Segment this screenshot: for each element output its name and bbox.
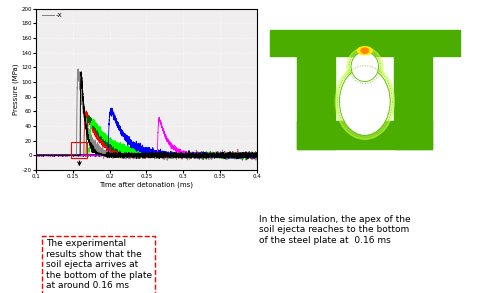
Ellipse shape xyxy=(335,64,395,139)
Ellipse shape xyxy=(339,68,390,135)
Text: In the simulation, the apex of the
soil ejecta reaches to the bottom
of the stee: In the simulation, the apex of the soil … xyxy=(259,215,411,245)
Ellipse shape xyxy=(347,48,383,86)
Bar xyxy=(297,121,432,149)
X-axis label: Time after detonation (ms): Time after detonation (ms) xyxy=(99,182,193,188)
Bar xyxy=(395,56,432,149)
Y-axis label: Pressure (MPa): Pressure (MPa) xyxy=(12,64,19,115)
Ellipse shape xyxy=(351,52,379,81)
Ellipse shape xyxy=(358,47,372,55)
Bar xyxy=(72,142,87,158)
Text: The experimental
results show that the
soil ejecta arrives at
the bottom of the : The experimental results show that the s… xyxy=(46,239,152,290)
Bar xyxy=(270,30,460,56)
Text: -x: -x xyxy=(56,12,62,18)
Ellipse shape xyxy=(361,48,369,53)
Bar xyxy=(297,56,335,149)
